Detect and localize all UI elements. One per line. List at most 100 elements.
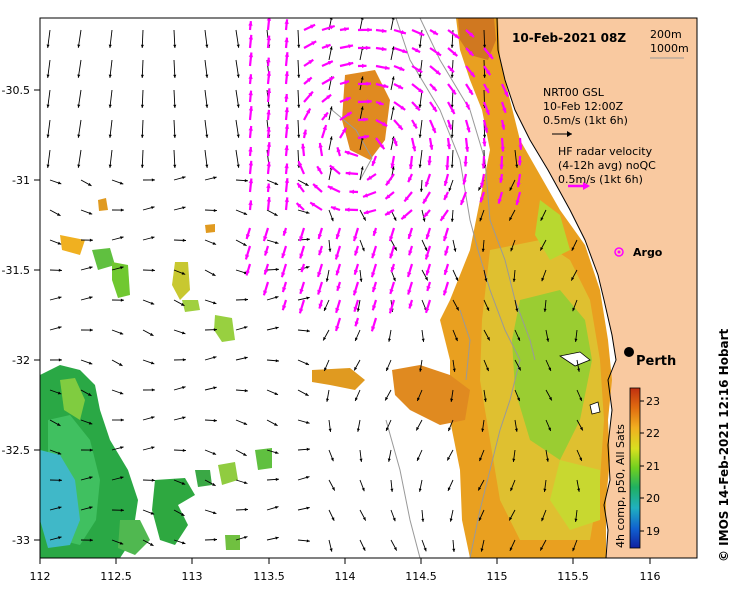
current-vector-head	[244, 356, 248, 360]
current-vector-head	[362, 63, 367, 69]
current-vector-head	[371, 272, 376, 278]
current-vector-head	[284, 163, 289, 169]
current-vector-head	[263, 290, 268, 296]
current-vector-head	[173, 44, 177, 48]
current-vector-head	[301, 143, 306, 149]
current-vector-head	[367, 99, 372, 104]
current-vector-head	[266, 88, 272, 93]
contour-label-1000m: 1000m	[650, 42, 689, 55]
current-vector-head	[440, 215, 445, 221]
current-vector-head	[572, 547, 576, 552]
current-vector-head	[89, 538, 93, 542]
current-vector-head	[450, 218, 454, 222]
current-vector-head	[89, 448, 93, 452]
current-vector-head	[517, 397, 520, 402]
current-vector-head	[88, 211, 93, 215]
current-vector-head	[541, 517, 545, 522]
current-vector-head	[419, 188, 423, 192]
current-vector-head	[119, 362, 123, 366]
current-vector-head	[359, 278, 363, 282]
current-vector-head	[541, 277, 545, 282]
current-vector-head	[58, 358, 62, 362]
radar-legend-arrow	[568, 182, 590, 190]
current-vector-head	[412, 123, 417, 129]
current-vector-head	[181, 271, 186, 275]
current-vector-head	[577, 488, 581, 492]
current-vector-head	[540, 247, 544, 251]
current-vector-head	[311, 41, 317, 46]
current-vector-head	[450, 74, 454, 78]
current-vector-head	[88, 182, 92, 186]
current-vector-head	[308, 59, 314, 65]
current-vector-head	[548, 367, 551, 371]
current-vector-head	[517, 367, 521, 371]
current-vector-head	[306, 108, 311, 114]
current-vector-head	[465, 104, 470, 110]
current-vector-head	[386, 367, 389, 371]
colorbar-tick: 20	[646, 492, 660, 505]
current-vector-head	[354, 321, 359, 327]
current-vector-head	[182, 416, 186, 420]
current-vector-head	[450, 398, 454, 402]
current-vector-head	[483, 74, 487, 78]
current-vector-head	[274, 212, 278, 216]
current-vector-head	[151, 178, 155, 182]
current-vector-head	[448, 187, 452, 192]
current-vector-head	[120, 446, 124, 450]
current-vector-head	[108, 44, 112, 48]
map-title: 10-Feb-2021 08Z	[512, 31, 626, 45]
current-vector-head	[282, 305, 287, 311]
current-vector-head	[504, 91, 508, 97]
current-vector-head	[445, 165, 450, 170]
current-vector-head	[282, 287, 287, 293]
current-vector-head	[436, 51, 441, 56]
current-vector-head	[574, 518, 578, 522]
lon-tick-label: 113	[182, 570, 203, 583]
current-vector-head	[77, 44, 81, 48]
current-vector-head	[213, 386, 217, 390]
current-vector-head	[443, 180, 449, 186]
current-vector-head	[431, 86, 437, 91]
current-vector-head	[407, 289, 412, 295]
current-vector-head	[371, 326, 376, 332]
current-vector-head	[150, 542, 154, 546]
current-vector-head	[577, 368, 581, 372]
current-vector-head	[509, 547, 513, 551]
current-vector-head	[58, 506, 62, 510]
current-vector-head	[244, 508, 248, 512]
current-vector-head	[151, 236, 155, 240]
current-vector-head	[389, 253, 394, 259]
current-vector-head	[512, 278, 516, 282]
lat-tick-label: -31	[12, 174, 30, 187]
current-vector-head	[46, 74, 50, 78]
current-vector-head	[390, 488, 394, 492]
current-vector-head	[140, 164, 144, 168]
current-vector-head	[419, 368, 423, 372]
lon-tick-label: 114.5	[405, 570, 437, 583]
current-vector-head	[454, 33, 460, 39]
current-vector-head	[245, 270, 250, 276]
current-vector-head	[452, 368, 456, 372]
current-vector-head	[479, 217, 483, 222]
current-vector-head	[328, 428, 332, 432]
current-vector-head	[571, 247, 575, 251]
current-vector-head	[308, 91, 313, 97]
current-vector-head	[435, 70, 441, 75]
current-vector-head	[450, 164, 454, 168]
current-vector-head	[485, 70, 491, 76]
current-vector-head	[205, 164, 209, 168]
current-vector-head	[443, 290, 448, 296]
current-vector-head	[306, 211, 310, 214]
contour-label-200m: 200m	[650, 28, 682, 41]
current-vector-head	[579, 427, 583, 431]
current-vector-head	[486, 337, 490, 341]
current-vector-head	[572, 307, 576, 312]
current-vector-head	[299, 236, 304, 242]
lat-tick-label: -33	[12, 534, 30, 547]
current-vector-head	[451, 89, 456, 95]
current-vector-head	[421, 518, 425, 522]
current-vector-head	[367, 175, 373, 180]
current-vector-head	[425, 254, 430, 260]
current-vector-head	[326, 398, 329, 402]
